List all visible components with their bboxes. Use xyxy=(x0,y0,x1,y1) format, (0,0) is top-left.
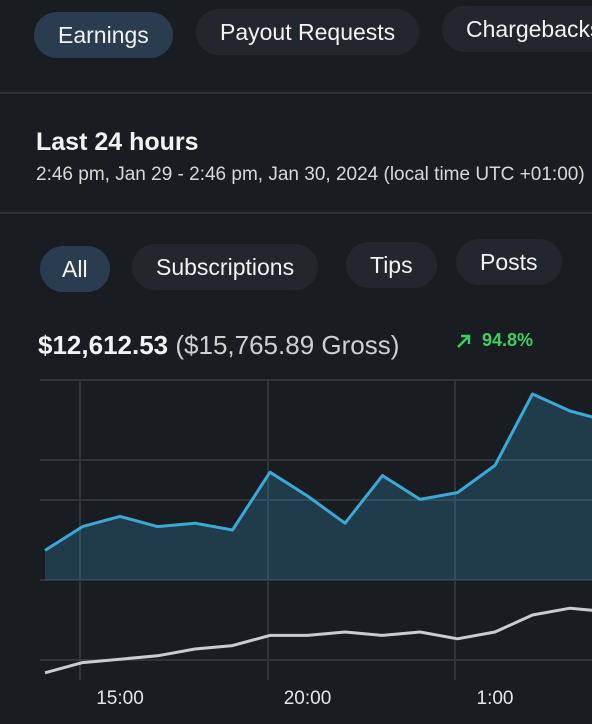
tab[interactable]: Payout Requests xyxy=(196,9,420,55)
divider xyxy=(0,212,592,214)
filter[interactable]: Tips xyxy=(346,242,437,288)
tab[interactable]: Chargebacks xyxy=(442,6,592,52)
up-arrow-icon xyxy=(457,334,471,348)
net-amount: $12,612.53 xyxy=(38,330,169,360)
x-tick-label: 20:00 xyxy=(284,688,332,709)
grid xyxy=(40,379,592,680)
filter[interactable]: All xyxy=(40,246,110,292)
period-range: 2:46 pm, Jan 29 - 2:46 pm, Jan 30, 2024 … xyxy=(36,164,585,185)
change: 94.8% xyxy=(482,330,534,350)
area xyxy=(45,394,592,580)
divider xyxy=(0,92,592,94)
summary: $12,612.53 ($15,765.89 Gross) xyxy=(38,330,399,361)
x-tick-label: 1:00 xyxy=(477,688,514,709)
tab[interactable]: Earnings xyxy=(34,12,173,58)
period-title: Last 24 hours xyxy=(36,128,199,156)
filter[interactable]: Subscriptions xyxy=(132,244,319,290)
x-tick-label: 15:00 xyxy=(96,688,144,709)
gross-amount: ($15,765.89 Gross) xyxy=(175,330,400,360)
filter[interactable]: Posts xyxy=(456,239,562,285)
line xyxy=(44,606,592,675)
line xyxy=(44,392,592,552)
